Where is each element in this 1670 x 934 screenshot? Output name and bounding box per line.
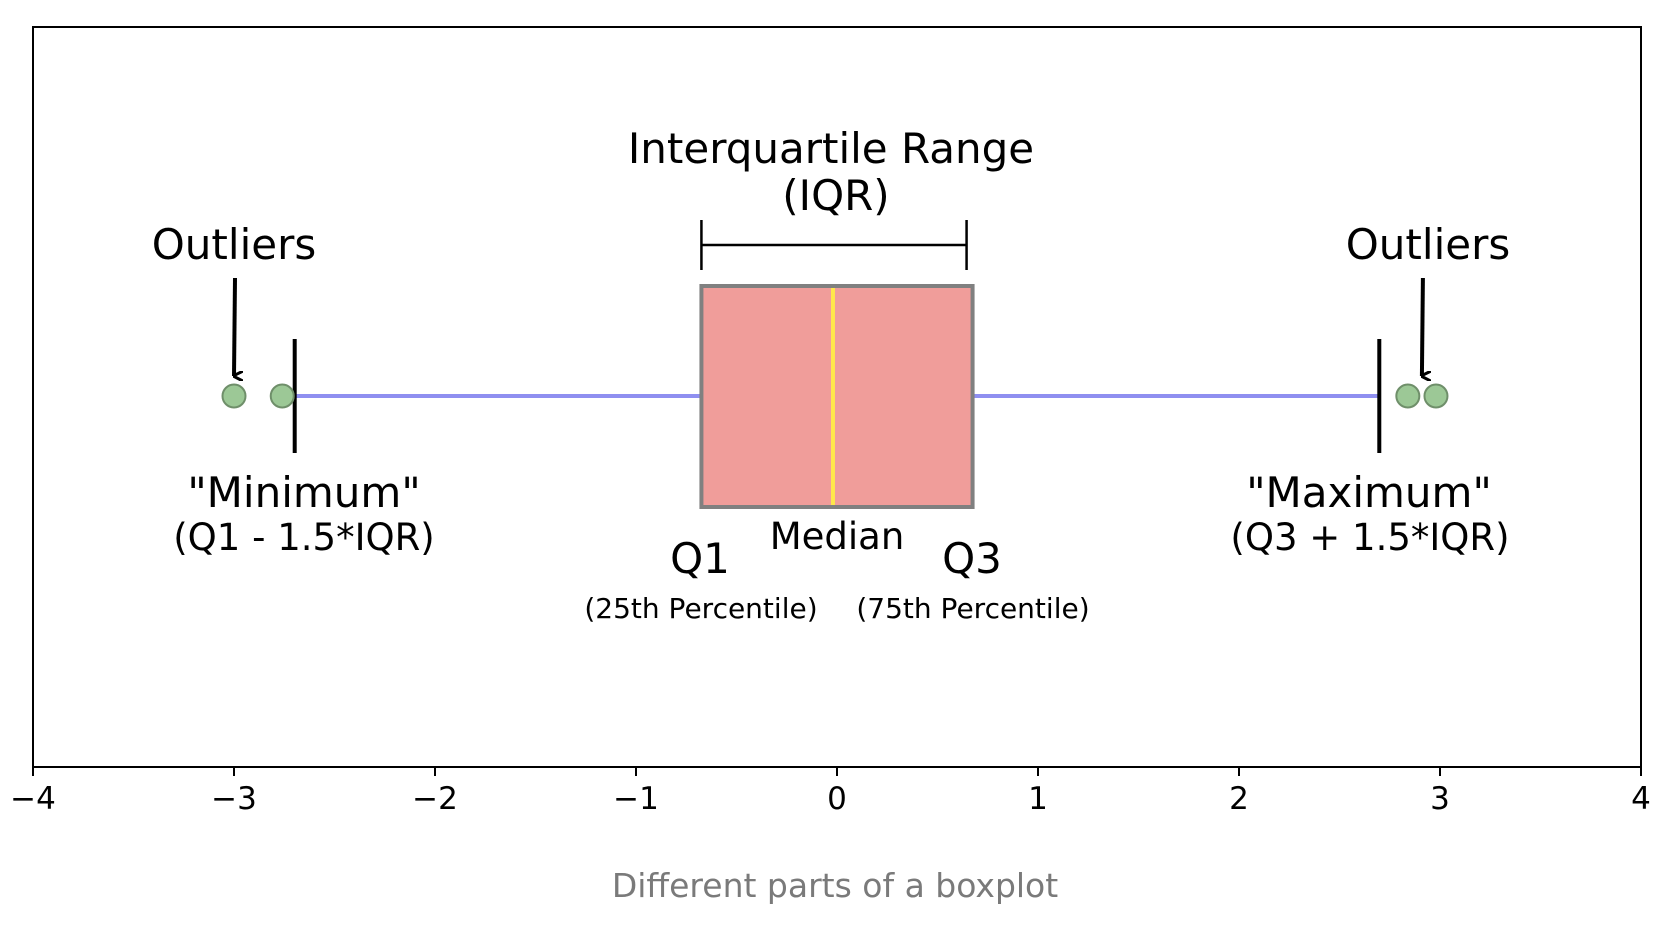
x-axis: −4 −3 −2 −1 0 1 2 3 4 xyxy=(10,767,1651,817)
outliers-right-label: Outliers xyxy=(1346,220,1510,269)
q3-label: Q3 xyxy=(942,534,1002,583)
q1-percentile: (25th Percentile) xyxy=(584,592,817,625)
median-label: Median xyxy=(770,515,905,558)
figure-caption: Different parts of a boxplot xyxy=(611,866,1059,905)
x-tick-label: −4 xyxy=(10,781,56,817)
minimum-label: "Minimum" xyxy=(187,468,420,517)
outliers-left-arrow xyxy=(232,277,235,376)
outlier-point xyxy=(221,383,247,409)
q3-percentile: (75th Percentile) xyxy=(856,592,1089,625)
outlier-point xyxy=(1423,383,1449,409)
iqr-title: Interquartile Range xyxy=(628,124,1034,173)
iqr-box xyxy=(699,284,975,509)
iqr-subtitle: (IQR) xyxy=(782,171,889,220)
maximum-formula: (Q3 + 1.5*IQR) xyxy=(1230,516,1509,559)
q1-label: Q1 xyxy=(670,534,730,583)
x-tick-label: 1 xyxy=(1028,781,1048,817)
outliers-left-label: Outliers xyxy=(152,220,316,269)
x-tick-label: 4 xyxy=(1631,781,1651,817)
x-tick-label: −3 xyxy=(211,781,257,817)
minimum-formula: (Q1 - 1.5*IQR) xyxy=(173,516,435,559)
boxplot-chart: −4 −3 −2 −1 0 1 2 3 4 Interquartile Range (IQR) … xyxy=(10,26,1651,817)
maximum-label: "Maximum" xyxy=(1246,468,1492,517)
x-tick-label: 3 xyxy=(1430,781,1450,817)
x-tick-label: −2 xyxy=(412,781,458,817)
x-tick-label: −1 xyxy=(613,781,659,817)
outlier-points xyxy=(221,383,1449,409)
x-tick-label: 0 xyxy=(827,781,847,817)
outlier-point xyxy=(1395,383,1421,409)
x-tick-label: 2 xyxy=(1229,781,1249,817)
iqr-bracket xyxy=(700,220,968,270)
outliers-right-arrow xyxy=(1419,277,1423,376)
outlier-point xyxy=(269,383,295,409)
